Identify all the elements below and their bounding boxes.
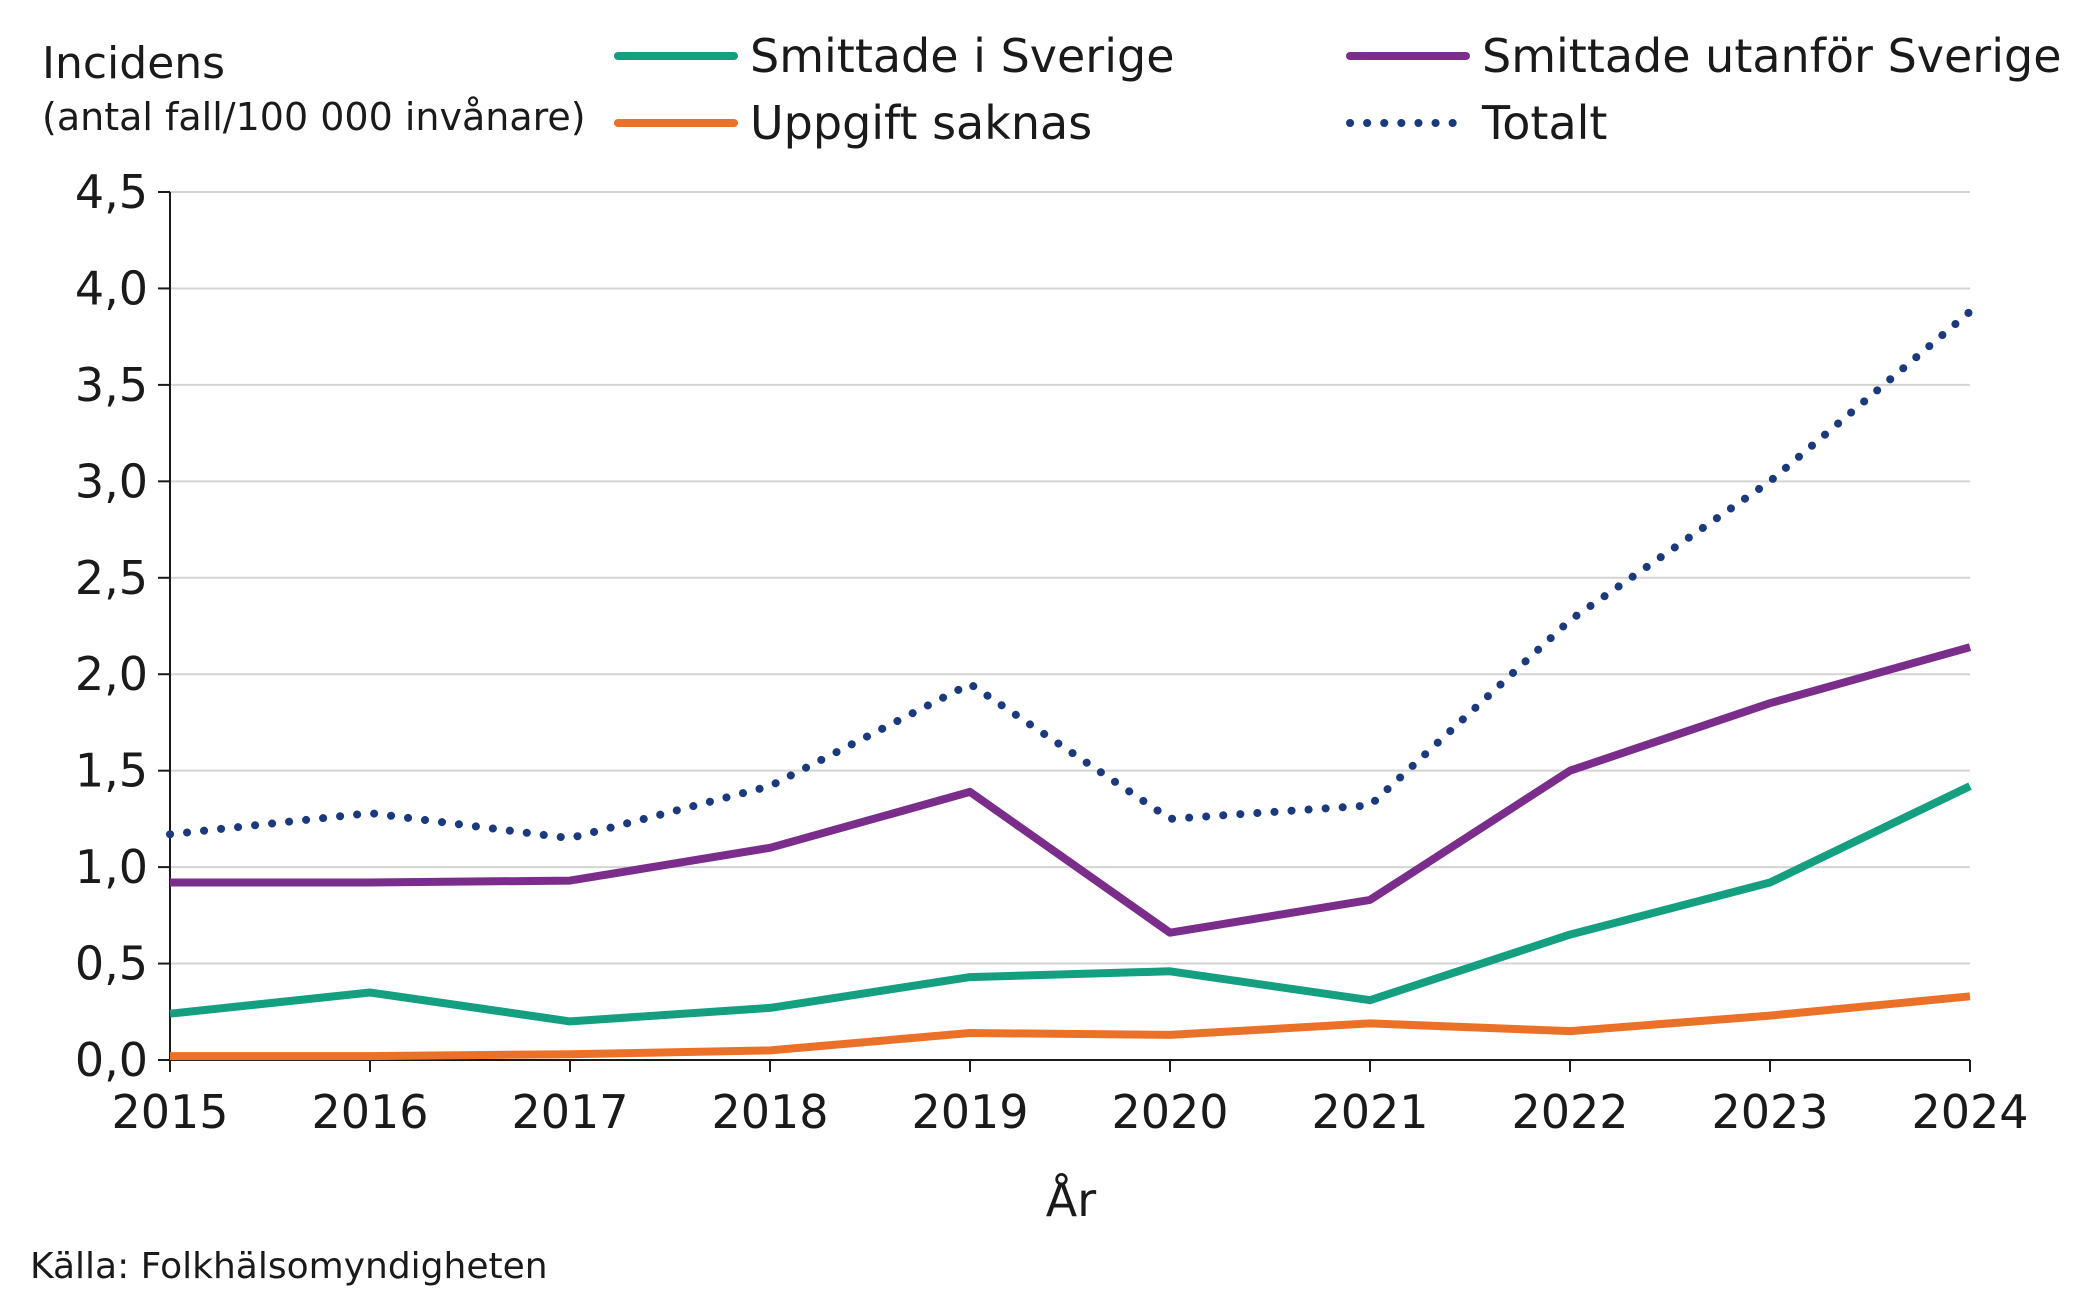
legend-item: Smittade i Sverige (614, 29, 1175, 83)
y-tick-label: 2,0 (75, 647, 148, 701)
x-tick-label: 2022 (1511, 1085, 1628, 1139)
x-tick-label: 2020 (1111, 1085, 1228, 1139)
y-tick-label: 3,0 (75, 454, 148, 508)
source-note: Källa: Folkhälsomyndigheten (30, 1246, 548, 1287)
legend-item: Smittade utanför Sverige (1346, 29, 2062, 83)
x-tick-label: 2016 (311, 1085, 428, 1139)
y-tick-label: 2,5 (75, 551, 148, 605)
legend-label: Smittade utanför Sverige (1482, 29, 2062, 83)
legend-item: Totalt (1346, 96, 1607, 150)
y-tick-label: 0,0 (75, 1033, 148, 1087)
x-tick-label: 2015 (111, 1085, 228, 1139)
legend-label: Smittade i Sverige (750, 29, 1175, 83)
legend-label: Totalt (1481, 96, 1607, 150)
legend-label: Uppgift saknas (750, 96, 1092, 150)
y-axis-title: Incidens (42, 38, 225, 89)
axes: 0,0 0,5 1,0 1,5 2,0 2,5 3,0 3,5 4,0 4,5 2015 2016 20… (75, 165, 2029, 1139)
series-line-smittade-utanf-r-sverige (170, 643, 1972, 937)
y-axis-subtitle: (antal fall/100 000 invånare) (42, 95, 586, 139)
legend: Smittade i Sverige Smittade utanför Sveri… (614, 29, 2062, 150)
x-tick-label: 2019 (911, 1085, 1028, 1139)
y-tick-label: 3,5 (75, 358, 148, 412)
y-tick-label: 0,5 (75, 937, 148, 991)
series-lines (166, 307, 1974, 1061)
x-tick-label: 2024 (1911, 1085, 2028, 1139)
series-line-totalt (166, 307, 1974, 843)
series-line-uppgift-saknas (170, 992, 1971, 1061)
y-tick-label: 1,5 (75, 744, 148, 798)
chart-text: Incidens (antal fall/100 000 invånare) Å… (30, 38, 1096, 1287)
x-tick-label: 2018 (711, 1085, 828, 1139)
gridlines (170, 191, 1970, 965)
x-tick-label: 2023 (1711, 1085, 1828, 1139)
x-axis-title: År (1046, 1173, 1096, 1227)
series-line-smittade-i-sverige (169, 782, 1972, 1026)
legend-item: Uppgift saknas (614, 96, 1092, 150)
y-tick-label: 1,0 (75, 840, 148, 894)
y-tick-label: 4,0 (75, 261, 148, 315)
x-tick-label: 2017 (511, 1085, 628, 1139)
y-tick-label: 4,5 (75, 165, 148, 219)
x-tick-label: 2021 (1311, 1085, 1428, 1139)
